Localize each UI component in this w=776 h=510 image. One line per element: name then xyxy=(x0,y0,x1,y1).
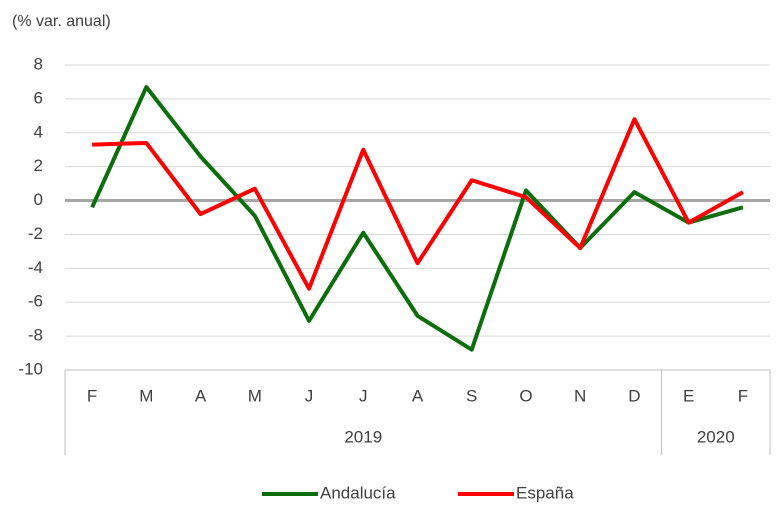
x-tick-label: N xyxy=(574,386,586,405)
y-tick-label: -2 xyxy=(28,224,43,243)
y-tick-label: 0 xyxy=(34,190,43,209)
y-axis-title: (% var. anual) xyxy=(12,13,111,30)
x-tick-label: F xyxy=(738,386,748,405)
x-tick-label: A xyxy=(412,386,424,405)
x-tick-label: J xyxy=(359,386,368,405)
legend-label: Andalucía xyxy=(320,483,396,502)
group-label: 2020 xyxy=(697,427,735,446)
x-tick-label: M xyxy=(248,386,262,405)
x-tick-label: J xyxy=(305,386,314,405)
series-line xyxy=(92,117,744,291)
x-tick-label: D xyxy=(628,386,640,405)
y-tick-label: 2 xyxy=(34,156,43,175)
y-tick-label: 4 xyxy=(34,122,43,141)
y-tick-label: -6 xyxy=(28,292,43,311)
y-tick-label: -8 xyxy=(28,326,43,345)
y-tick-label: -10 xyxy=(18,359,43,378)
group-label: 2019 xyxy=(344,427,382,446)
series-line xyxy=(90,85,744,352)
x-tick-label: A xyxy=(195,386,207,405)
x-tick-label: O xyxy=(519,386,532,405)
y-tick-label: 6 xyxy=(34,88,43,107)
x-tick-label: S xyxy=(466,386,477,405)
x-tick-label: M xyxy=(139,386,153,405)
y-tick-label: 8 xyxy=(34,54,43,73)
y-tick-label: -4 xyxy=(28,258,43,277)
legend-label: España xyxy=(516,483,574,502)
x-tick-label: F xyxy=(87,386,97,405)
x-tick-label: E xyxy=(683,386,694,405)
